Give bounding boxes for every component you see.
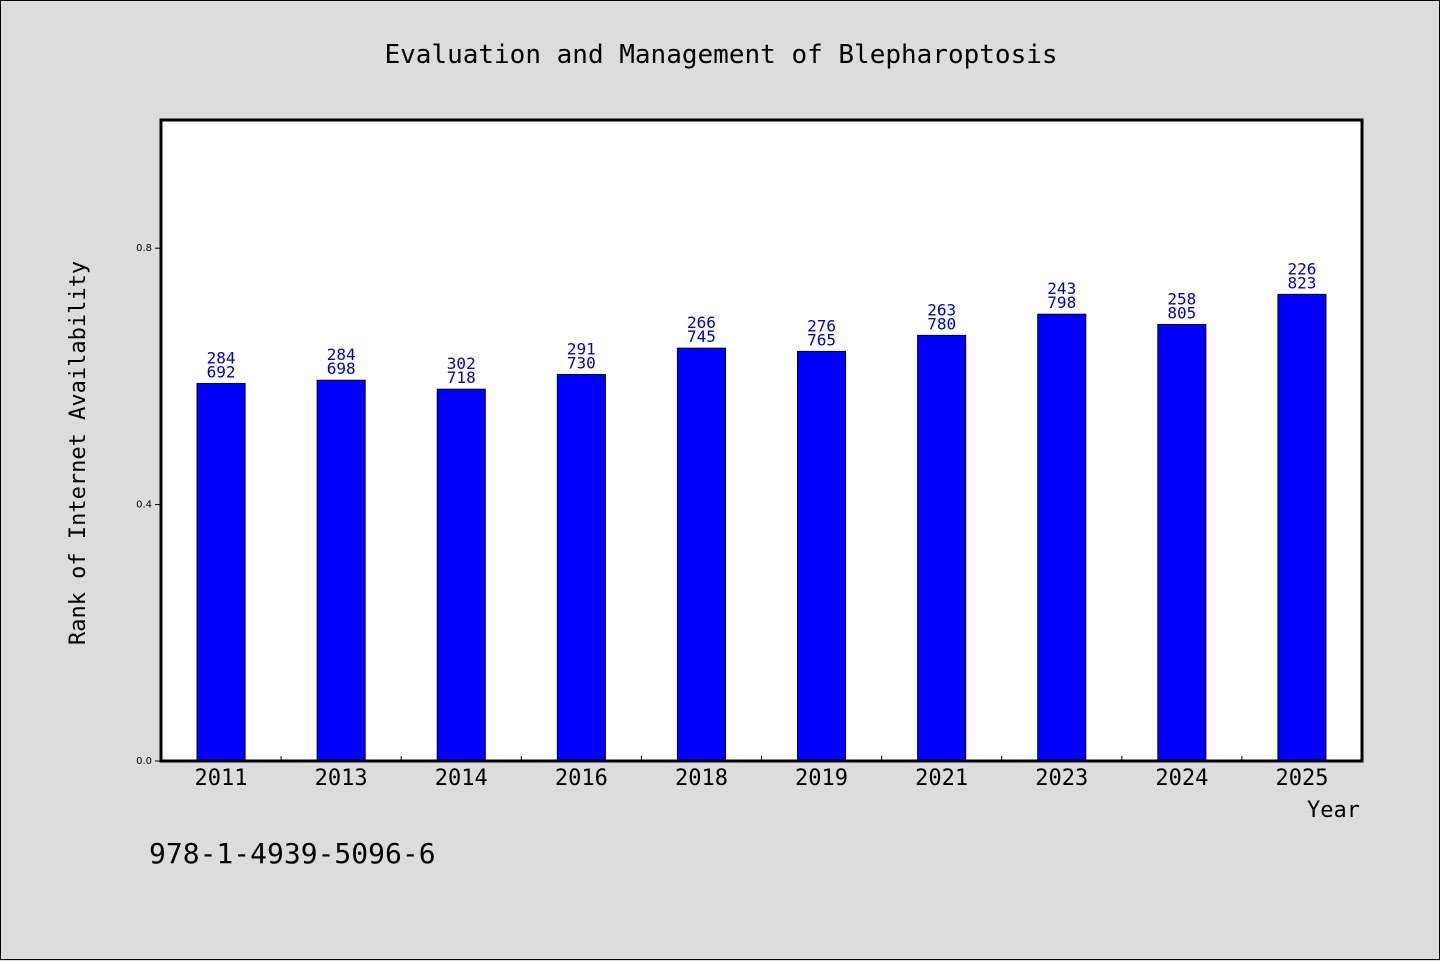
x-tick-label-2013: 2013 bbox=[315, 766, 368, 791]
chart-title: Evaluation and Management of Blepharopto… bbox=[384, 40, 1057, 70]
bar-2025 bbox=[1277, 293, 1327, 762]
x-tick-label-2024: 2024 bbox=[1155, 766, 1208, 791]
x-axis-ticks: 2011 2013 2014 2016 2018 2019 2021 2023 2024 2025 bbox=[195, 756, 1328, 791]
x-tick-label-2011: 2011 bbox=[195, 766, 248, 791]
bars-group bbox=[196, 293, 1327, 762]
data-label-top-2024: 258 bbox=[1167, 289, 1196, 308]
data-label-top-2018: 266 bbox=[687, 313, 716, 332]
x-tick-label-2018: 2018 bbox=[675, 766, 728, 791]
bar-2013 bbox=[316, 379, 366, 762]
data-label-bottom-2018: 745 bbox=[687, 327, 716, 346]
data-label-bottom-2023: 798 bbox=[1047, 293, 1076, 312]
data-label-top-2019: 276 bbox=[807, 316, 836, 335]
bar-2011 bbox=[196, 382, 246, 762]
y-tick-label-0.4: 0.4 bbox=[136, 500, 152, 511]
footer-code: 978-1-4939-5096-6 bbox=[149, 837, 436, 870]
x-tick-label-2014: 2014 bbox=[435, 766, 488, 791]
data-label-top-2014: 302 bbox=[447, 354, 476, 373]
data-label-bottom-2016: 730 bbox=[567, 353, 596, 372]
data-label-top-2016: 291 bbox=[567, 339, 596, 358]
x-tick-label-2021: 2021 bbox=[915, 766, 968, 791]
y-tick-label-0.8: 0.8 bbox=[136, 243, 152, 254]
plot-border bbox=[159, 118, 1364, 763]
data-label-bottom-2014: 718 bbox=[447, 368, 476, 387]
data-label-bottom-2024: 805 bbox=[1167, 303, 1196, 322]
data-label-top-2021: 263 bbox=[927, 300, 956, 319]
bar-2019 bbox=[797, 350, 847, 762]
data-label-top-2025: 226 bbox=[1287, 259, 1316, 278]
data-label-bottom-2025: 823 bbox=[1287, 273, 1316, 292]
x-axis-label: Year bbox=[1307, 798, 1360, 823]
bar-2018 bbox=[676, 347, 726, 762]
bar-2014 bbox=[436, 388, 486, 762]
data-label-bottom-2011: 692 bbox=[207, 362, 236, 381]
data-label-top-2013: 284 bbox=[327, 345, 356, 364]
data-label-top-2023: 243 bbox=[1047, 279, 1076, 298]
data-label-bottom-2013: 698 bbox=[327, 359, 356, 378]
data-label-bottom-2019: 765 bbox=[807, 330, 836, 349]
bar-2024 bbox=[1157, 323, 1207, 762]
y-axis-ticks: 0.0 0.4 0.8 bbox=[136, 243, 161, 767]
x-tick-label-2016: 2016 bbox=[555, 766, 608, 791]
bar-2021 bbox=[917, 334, 967, 762]
y-tick-label-0.0: 0.0 bbox=[136, 756, 152, 767]
x-tick-label-2023: 2023 bbox=[1035, 766, 1088, 791]
bar-2023 bbox=[1037, 313, 1087, 762]
data-label-bottom-2021: 780 bbox=[927, 314, 956, 333]
data-label-top-2011: 284 bbox=[207, 348, 236, 367]
x-tick-label-2019: 2019 bbox=[795, 766, 848, 791]
bar-2016 bbox=[556, 373, 606, 762]
y-axis-label: Rank of Internet Availability bbox=[66, 261, 91, 645]
x-tick-label-2025: 2025 bbox=[1275, 766, 1328, 791]
